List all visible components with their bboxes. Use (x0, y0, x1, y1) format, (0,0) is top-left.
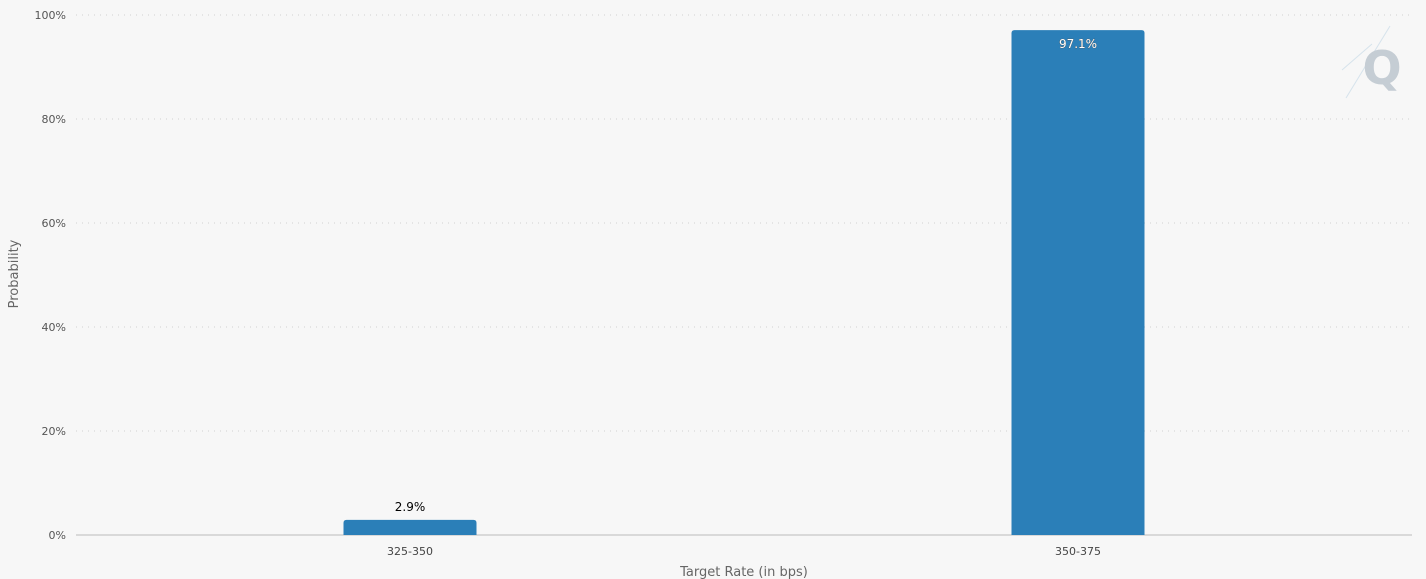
grid-lines (76, 14, 1412, 432)
data-label-325-350: 2.9% (395, 500, 426, 514)
y-tick-label: 60% (42, 217, 66, 230)
bar-350-375[interactable] (1011, 30, 1145, 536)
data-label-350-375: 97.1% (1059, 37, 1097, 51)
y-tick-labels: 0% 20% 40% 60% 80% 100% (35, 9, 66, 542)
data-labels: 2.9% 97.1% (395, 37, 1098, 514)
y-axis-title: Probability (7, 239, 22, 308)
y-tick-label: 0% (49, 529, 66, 542)
watermark-logo: Q (1341, 25, 1402, 99)
y-tick-label: 80% (42, 113, 66, 126)
bar-325-350[interactable] (343, 519, 477, 535)
y-tick-label: 100% (35, 9, 66, 22)
watermark-q-icon: Q (1362, 41, 1401, 95)
bars (343, 30, 1145, 536)
x-tick-label: 350-375 (1055, 545, 1101, 558)
x-tick-label: 325-350 (387, 545, 433, 558)
y-tick-label: 40% (42, 321, 66, 334)
x-axis-title: Target Rate (in bps) (679, 565, 808, 579)
y-tick-label: 20% (42, 425, 66, 438)
x-tick-labels: 325-350 350-375 (387, 545, 1101, 558)
